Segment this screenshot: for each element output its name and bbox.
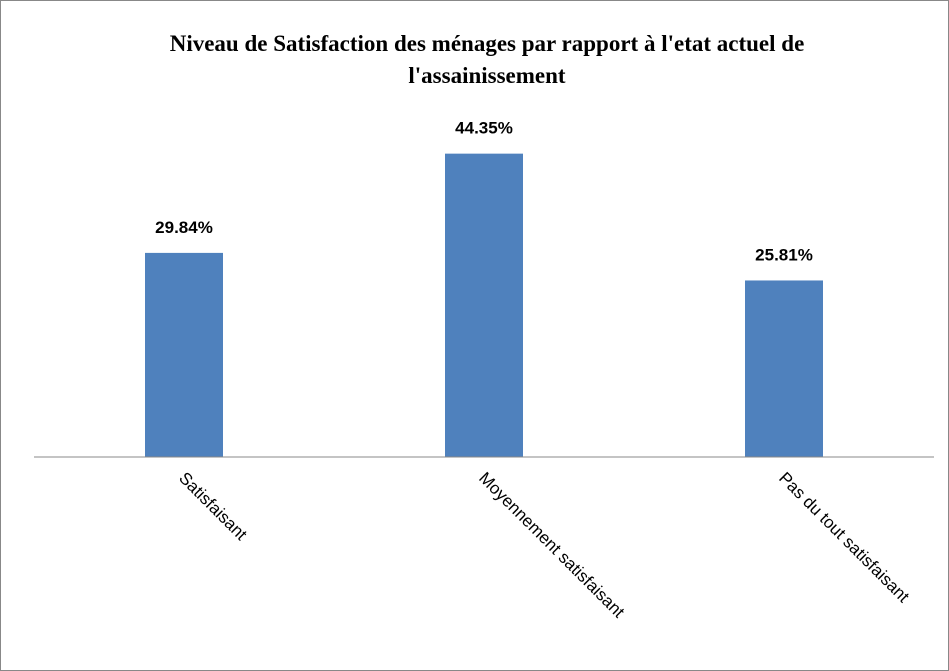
x-tick-label: Moyennement satisfaisant bbox=[475, 468, 628, 621]
bar bbox=[145, 252, 223, 457]
value-label: 25.81% bbox=[755, 245, 813, 264]
x-tick-label: Pas du tout satisfaisant bbox=[775, 468, 913, 606]
value-label: 29.84% bbox=[155, 218, 213, 237]
value-label: 44.35% bbox=[455, 119, 513, 138]
bar bbox=[445, 153, 523, 457]
bar bbox=[745, 280, 823, 457]
chart-title: Niveau de Satisfaction des ménages par r… bbox=[169, 31, 805, 88]
x-tick-label: Satisfaisant bbox=[175, 468, 251, 544]
